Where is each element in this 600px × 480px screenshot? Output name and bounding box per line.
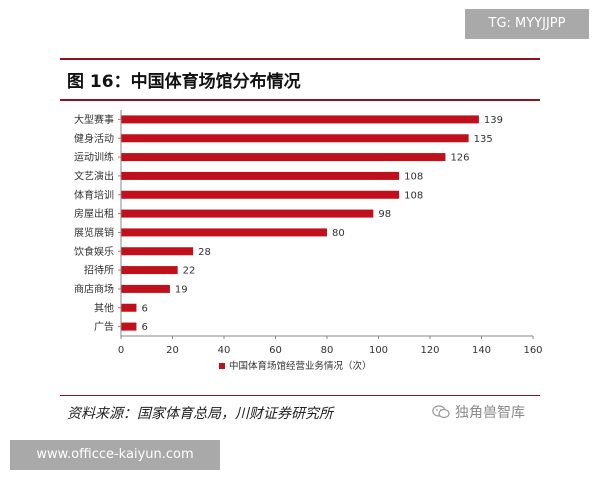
category-label: 广告 — [94, 320, 114, 333]
data-label: 22 — [183, 266, 196, 277]
category-label: 运动训练 — [74, 151, 114, 164]
category-label: 商店商场 — [74, 282, 114, 295]
title-rule-bottom — [60, 99, 540, 101]
bar — [121, 209, 374, 218]
bar — [121, 153, 446, 162]
bar — [121, 284, 170, 293]
x-tick-label: 140 — [472, 345, 491, 356]
x-tick-label: 160 — [523, 345, 542, 356]
data-label: 108 — [404, 190, 423, 201]
data-label: 139 — [484, 115, 503, 126]
x-tick-label: 120 — [420, 345, 439, 356]
category-label: 其他 — [94, 301, 114, 314]
bar — [121, 228, 327, 237]
x-tick-label: 60 — [269, 345, 282, 356]
x-tick-label: 100 — [369, 345, 388, 356]
brand-watermark: 独角兽智库 — [432, 402, 525, 422]
data-label: 28 — [198, 247, 211, 258]
category-label: 招待所 — [84, 264, 114, 277]
legend-label: 中国体育场馆经营业务情况（次） — [229, 360, 372, 372]
data-label: 6 — [141, 322, 147, 333]
bar — [121, 303, 137, 312]
bar — [121, 247, 194, 256]
x-tick-label: 20 — [166, 345, 179, 356]
bar — [121, 115, 479, 124]
data-label: 6 — [141, 303, 147, 314]
bar-chart: 大型赛事 139 健身活动 135 运动训练 126 文艺演出 108 体育培训 108 房屋出租 9… — [74, 110, 543, 372]
legend-swatch — [219, 363, 225, 369]
data-label: 98 — [378, 209, 391, 220]
category-label: 大型赛事 — [74, 113, 114, 126]
category-label: 文艺演出 — [74, 169, 114, 182]
category-label: 展览展销 — [74, 226, 114, 239]
figure-title: 图 16：中国体育场馆分布情况 — [67, 72, 301, 92]
data-label: 135 — [474, 134, 493, 145]
category-label: 体育培训 — [74, 188, 114, 201]
data-label: 126 — [450, 153, 469, 164]
title-rule-top — [60, 58, 540, 60]
source-note: 资料来源：国家体育总局，川财证券研究所 — [67, 406, 333, 422]
x-tick-label: 40 — [218, 345, 231, 356]
category-label: 房屋出租 — [74, 207, 114, 220]
category-label: 健身活动 — [74, 132, 114, 145]
url-watermark: www.officce-kaiyun.com — [10, 440, 220, 470]
bar — [121, 171, 400, 180]
category-label: 饮食娱乐 — [74, 245, 114, 258]
source-rule — [60, 395, 540, 396]
data-label: 108 — [404, 171, 423, 182]
bar — [121, 266, 178, 275]
watermark-badge-top: TG: MYYJJPP — [465, 9, 589, 39]
wechat-icon — [432, 405, 450, 419]
x-tick-label: 80 — [321, 345, 334, 356]
bar — [121, 190, 400, 199]
bar — [121, 134, 469, 143]
brand-watermark-text: 独角兽智库 — [455, 405, 525, 421]
data-label: 80 — [332, 228, 345, 239]
bar — [121, 322, 137, 331]
data-label: 19 — [175, 284, 188, 295]
x-tick-label: 0 — [118, 345, 124, 356]
